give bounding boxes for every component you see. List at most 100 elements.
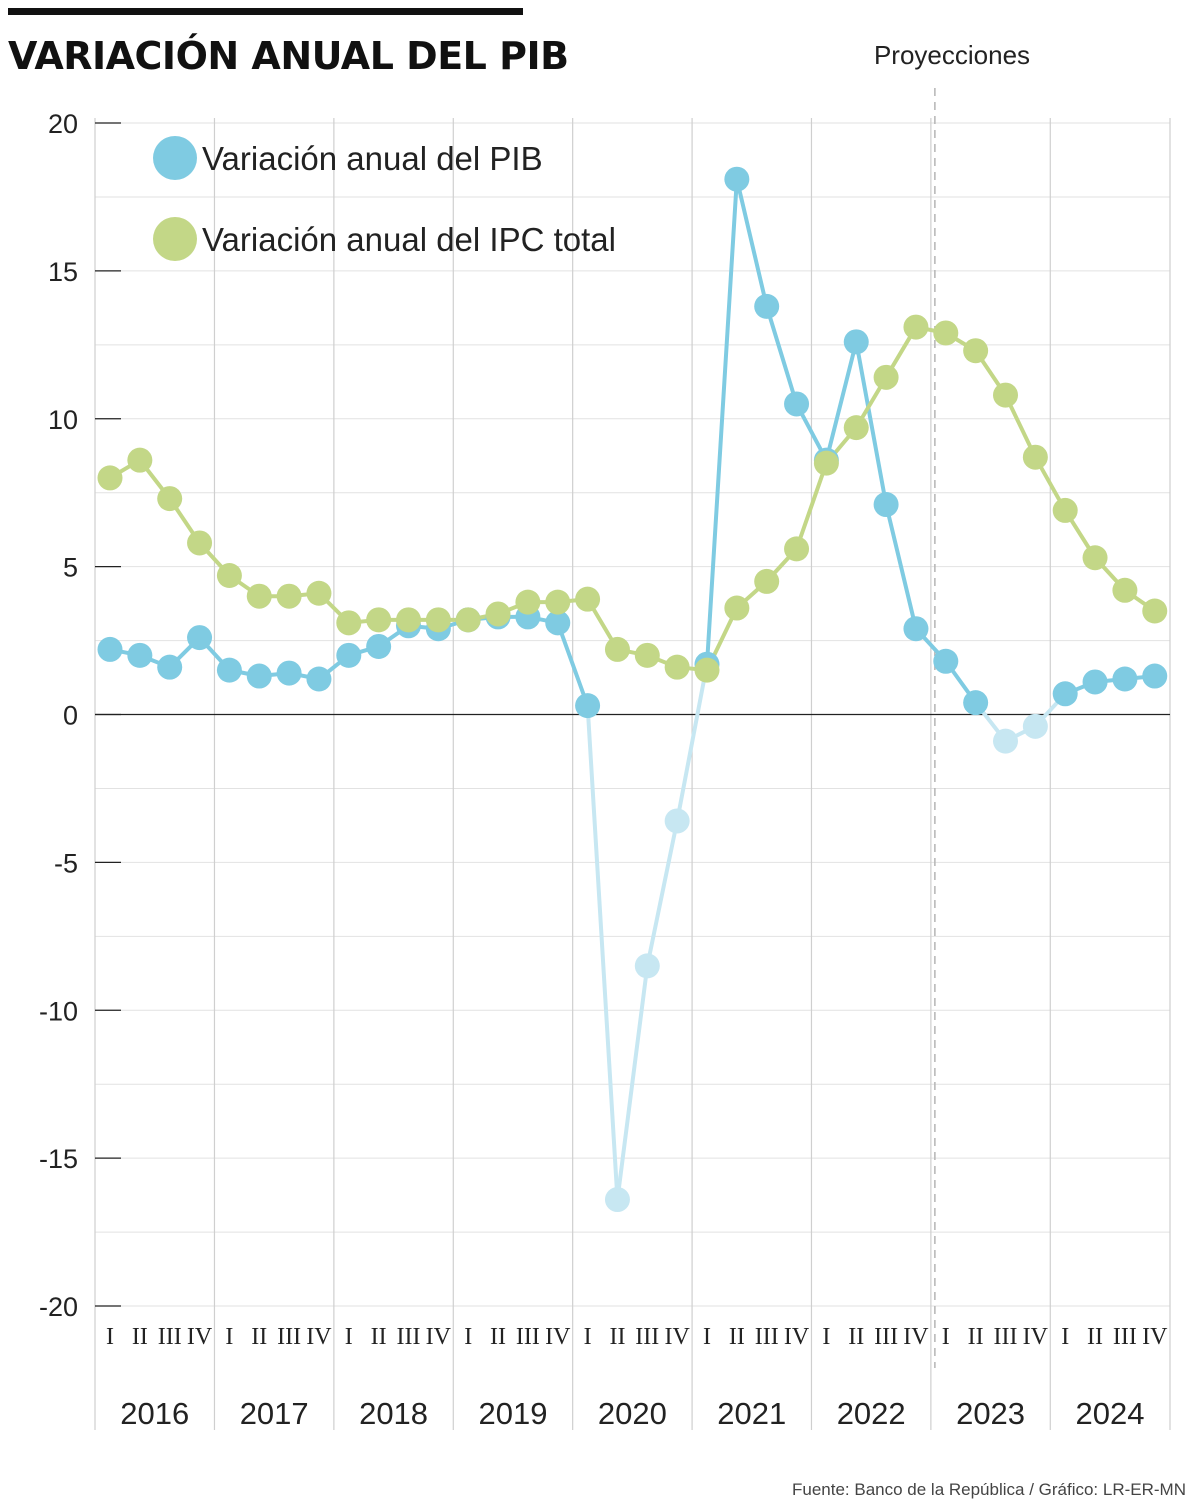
series-segment bbox=[705, 177, 739, 667]
title-rule bbox=[8, 8, 523, 15]
ipc-point bbox=[903, 314, 929, 340]
series-segment bbox=[854, 339, 889, 507]
x-tick-label-quarter: I bbox=[464, 1324, 472, 1350]
ipc-point bbox=[873, 364, 899, 390]
x-tick-label-year: 2017 bbox=[240, 1396, 309, 1431]
chart-title: VARIACIÓN ANUAL DEL PIB bbox=[8, 34, 569, 78]
x-tick-label-quarter: IV bbox=[426, 1324, 452, 1350]
x-tick-label-quarter: I bbox=[703, 1324, 711, 1350]
x-tick-label-quarter: II bbox=[371, 1324, 387, 1350]
ipc-point bbox=[455, 607, 481, 633]
ipc-point bbox=[843, 415, 869, 441]
ipc-point bbox=[515, 589, 541, 615]
series-segment bbox=[555, 620, 590, 708]
ipc-point bbox=[306, 580, 332, 606]
ipc-point bbox=[425, 607, 451, 633]
x-tick-label-quarter: III bbox=[158, 1324, 182, 1350]
pib-point bbox=[97, 636, 123, 662]
series-segment bbox=[615, 963, 650, 1202]
y-tick-label: 15 bbox=[48, 257, 78, 287]
series-segment bbox=[734, 177, 769, 309]
y-tick-label: -10 bbox=[39, 996, 78, 1026]
pib-point bbox=[216, 657, 242, 683]
pib-point bbox=[843, 329, 869, 355]
y-tick-label: 5 bbox=[63, 553, 78, 583]
ipc-point bbox=[634, 642, 660, 668]
ipc-point bbox=[664, 654, 690, 680]
pib-point bbox=[127, 642, 153, 668]
x-tick-label-quarter: II bbox=[729, 1324, 745, 1350]
x-tick-label-quarter: IV bbox=[784, 1324, 810, 1350]
ipc-point bbox=[276, 583, 302, 609]
x-tick-label-quarter: III bbox=[397, 1324, 421, 1350]
pib-point bbox=[634, 953, 660, 979]
ipc-point bbox=[127, 447, 153, 473]
x-tick-label-year: 2021 bbox=[717, 1396, 786, 1431]
pib-point bbox=[784, 391, 810, 417]
legend-label-ipc: Variación anual del IPC total bbox=[202, 221, 616, 258]
x-tick-label-quarter: I bbox=[942, 1324, 950, 1350]
x-tick-label-quarter: I bbox=[345, 1324, 353, 1350]
y-tick-label: 20 bbox=[48, 109, 78, 139]
y-tick-label: -15 bbox=[39, 1144, 78, 1174]
ipc-point bbox=[396, 607, 421, 633]
source-note: Fuente: Banco de la República / Gráfico:… bbox=[791, 1480, 1186, 1499]
pib-point bbox=[306, 666, 332, 692]
x-tick-label-year: 2023 bbox=[956, 1396, 1025, 1431]
legend-marker-pib bbox=[153, 136, 197, 180]
x-tick-label-year: 2020 bbox=[598, 1396, 667, 1431]
pib-point bbox=[903, 616, 929, 642]
pib-point bbox=[754, 293, 780, 319]
ipc-point bbox=[366, 607, 392, 633]
y-tick-label: 10 bbox=[48, 405, 78, 435]
pib-point bbox=[246, 663, 272, 689]
ipc-point bbox=[336, 610, 362, 636]
series-segment bbox=[794, 461, 829, 551]
ipc-point bbox=[1082, 545, 1108, 571]
x-tick-label-year: 2024 bbox=[1075, 1396, 1144, 1431]
ipc-point bbox=[784, 536, 810, 562]
ipc-point bbox=[575, 586, 601, 612]
pib-point bbox=[963, 690, 989, 716]
ipc-point bbox=[993, 382, 1018, 408]
x-tick-label-quarter: IV bbox=[903, 1324, 929, 1350]
y-tick-label: -5 bbox=[54, 848, 78, 878]
ipc-point bbox=[724, 595, 750, 621]
series-segment bbox=[884, 502, 918, 631]
pib-point bbox=[604, 1187, 630, 1213]
x-tick-label-quarter: II bbox=[490, 1324, 506, 1350]
legend-label-pib: Variación anual del PIB bbox=[202, 140, 543, 177]
ipc-point bbox=[694, 657, 720, 683]
legend-marker-ipc bbox=[153, 217, 197, 261]
pib-point bbox=[724, 166, 750, 192]
ipc-point bbox=[754, 568, 780, 594]
pib-point bbox=[1082, 669, 1108, 695]
ipc-point bbox=[187, 530, 213, 556]
x-tick-label-quarter: II bbox=[251, 1324, 267, 1350]
ipc-point bbox=[1052, 497, 1078, 523]
x-tick-label-quarter: IV bbox=[187, 1324, 213, 1350]
series-segment bbox=[764, 304, 799, 406]
ipc-point bbox=[813, 450, 839, 476]
pib-point bbox=[1022, 713, 1048, 739]
x-tick-label-quarter: I bbox=[822, 1324, 830, 1350]
pib-point bbox=[664, 808, 690, 834]
ipc-point bbox=[933, 320, 959, 346]
y-tick-label: 0 bbox=[63, 701, 78, 731]
pib-point bbox=[575, 693, 601, 719]
pib-point bbox=[157, 654, 183, 680]
x-tick-label-quarter: I bbox=[106, 1324, 114, 1350]
ipc-point bbox=[157, 486, 183, 512]
pib-point bbox=[545, 610, 571, 636]
x-tick-label-quarter: III bbox=[635, 1324, 659, 1350]
grid-layer bbox=[94, 88, 1171, 1430]
pib-point bbox=[336, 642, 362, 668]
x-tick-label-year: 2022 bbox=[837, 1396, 906, 1431]
x-tick-label-year: 2016 bbox=[120, 1396, 189, 1431]
x-tick-label-quarter: II bbox=[609, 1324, 625, 1350]
y-tick-label: -20 bbox=[39, 1292, 78, 1322]
pib-point bbox=[1052, 681, 1078, 707]
x-tick-label-quarter: II bbox=[1087, 1324, 1103, 1350]
